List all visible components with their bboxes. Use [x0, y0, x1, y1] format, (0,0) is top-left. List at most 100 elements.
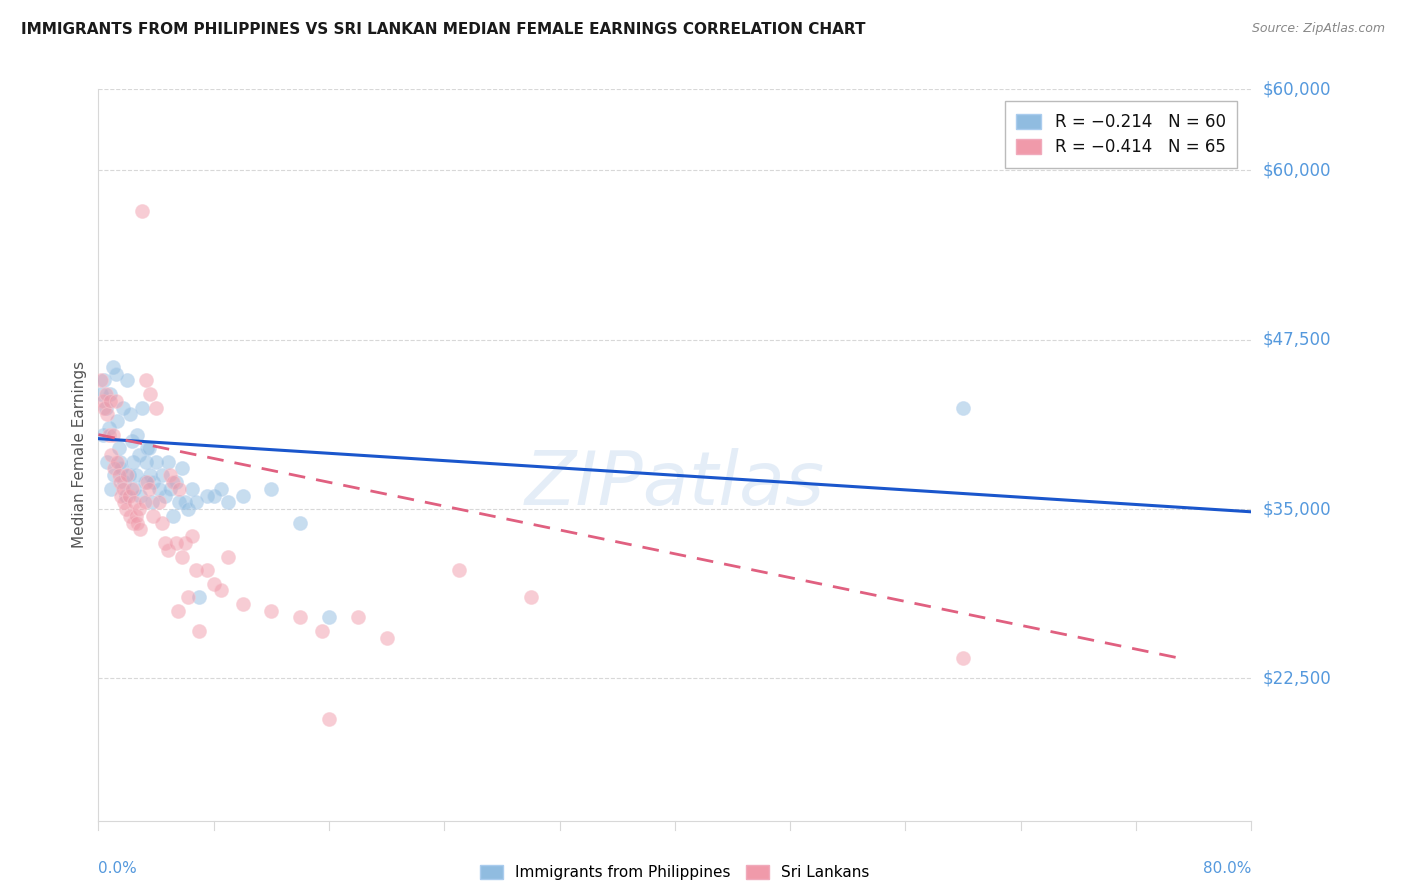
Point — [127, 427, 149, 442]
Point — [91, 393, 114, 408]
Point — [107, 441, 129, 455]
Text: 80.0%: 80.0% — [1204, 861, 1251, 876]
Text: $22,500: $22,500 — [1263, 669, 1331, 688]
Point — [124, 495, 146, 509]
Point — [124, 482, 146, 496]
Point — [167, 482, 190, 496]
Point — [101, 427, 124, 442]
Point — [188, 590, 211, 604]
Point — [98, 393, 121, 408]
Point — [108, 475, 131, 489]
Point — [96, 455, 118, 469]
Point — [145, 401, 167, 415]
Point — [150, 516, 173, 530]
Legend: Immigrants from Philippines, Sri Lankans: Immigrants from Philippines, Sri Lankans — [472, 857, 877, 888]
Point — [131, 401, 153, 415]
Point — [231, 597, 254, 611]
Point — [209, 583, 232, 598]
Point — [111, 482, 134, 496]
Point — [520, 590, 543, 604]
Point — [121, 482, 143, 496]
Point — [118, 468, 141, 483]
Point — [159, 482, 181, 496]
Point — [100, 448, 122, 462]
Point — [128, 502, 150, 516]
Point — [105, 455, 128, 469]
Point — [114, 489, 136, 503]
Point — [117, 373, 138, 387]
Point — [114, 502, 136, 516]
Point — [107, 468, 129, 483]
Point — [145, 455, 167, 469]
Point — [148, 482, 170, 496]
Point — [90, 387, 112, 401]
Point — [181, 482, 204, 496]
Point — [318, 610, 340, 624]
Point — [174, 495, 197, 509]
Point — [290, 516, 312, 530]
Point — [952, 651, 974, 665]
Point — [125, 508, 148, 523]
Point — [112, 495, 135, 509]
Point — [112, 475, 135, 489]
Point — [231, 489, 254, 503]
Point — [117, 468, 138, 483]
Point — [138, 441, 160, 455]
Point — [122, 455, 145, 469]
Point — [170, 549, 193, 564]
Point — [128, 448, 150, 462]
Point — [104, 393, 127, 408]
Text: $60,000: $60,000 — [1263, 80, 1331, 98]
Y-axis label: Median Female Earnings: Median Female Earnings — [72, 361, 87, 549]
Point — [96, 407, 118, 421]
Point — [135, 455, 157, 469]
Point — [186, 495, 208, 509]
Point — [98, 387, 121, 401]
Point — [346, 610, 368, 624]
Point — [101, 359, 124, 374]
Point — [91, 427, 114, 442]
Point — [177, 502, 200, 516]
Point — [134, 475, 156, 489]
Text: 0.0%: 0.0% — [98, 861, 138, 876]
Point — [125, 468, 148, 483]
Point — [150, 468, 173, 483]
Point — [162, 508, 184, 523]
Text: Source: ZipAtlas.com: Source: ZipAtlas.com — [1251, 22, 1385, 36]
Point — [166, 604, 188, 618]
Point — [318, 712, 340, 726]
Point — [104, 367, 127, 381]
Point — [188, 624, 211, 638]
Point — [167, 495, 190, 509]
Point — [97, 427, 120, 442]
Point — [174, 536, 197, 550]
Point — [195, 489, 218, 503]
Point — [90, 373, 112, 387]
Point — [260, 604, 283, 618]
Point — [138, 482, 160, 496]
Point — [170, 461, 193, 475]
Point — [159, 468, 181, 483]
Point — [209, 482, 232, 496]
Point — [110, 461, 132, 475]
Point — [202, 576, 225, 591]
Point — [94, 401, 117, 415]
Text: $60,000: $60,000 — [1263, 161, 1331, 179]
Point — [136, 441, 159, 455]
Point — [129, 523, 152, 537]
Point — [165, 475, 187, 489]
Point — [139, 468, 162, 483]
Point — [217, 549, 239, 564]
Point — [202, 489, 225, 503]
Point — [142, 475, 165, 489]
Point — [121, 434, 143, 449]
Point — [93, 373, 115, 387]
Point — [165, 536, 187, 550]
Point — [153, 536, 176, 550]
Point — [100, 482, 122, 496]
Point — [375, 631, 398, 645]
Point — [177, 590, 200, 604]
Point — [97, 421, 120, 435]
Point — [139, 387, 162, 401]
Text: IMMIGRANTS FROM PHILIPPINES VS SRI LANKAN MEDIAN FEMALE EARNINGS CORRELATION CHA: IMMIGRANTS FROM PHILIPPINES VS SRI LANKA… — [21, 22, 866, 37]
